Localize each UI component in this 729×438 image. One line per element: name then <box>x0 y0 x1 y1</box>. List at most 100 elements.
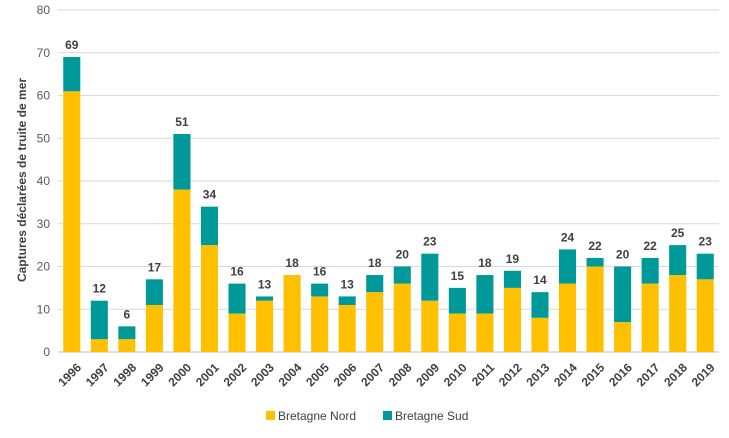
x-tick-label: 2015 <box>579 360 608 389</box>
bar-segment-bretagne-sud <box>503 270 521 288</box>
x-tick-label: 1996 <box>55 360 84 389</box>
bar-segment-bretagne-sud <box>614 266 632 323</box>
x-tick-label: 2005 <box>303 360 332 389</box>
bar-segment-bretagne-sud <box>641 257 659 284</box>
bar-segment-bretagne-nord <box>338 304 356 352</box>
legend-label-bretagne-sud: Bretagne Sud <box>395 409 468 423</box>
x-tick-label: 2017 <box>634 360 663 389</box>
bar-segment-bretagne-sud <box>531 292 549 318</box>
bar-total-label: 20 <box>396 248 410 262</box>
bar-segment-bretagne-sud <box>558 249 577 284</box>
x-tick-label: 2004 <box>276 360 305 389</box>
x-tick-label: 1997 <box>83 360 112 389</box>
bar-total-label: 15 <box>451 269 465 283</box>
bar-total-label: 51 <box>175 115 189 129</box>
x-tick-label: 2012 <box>496 360 525 389</box>
bar-segment-bretagne-nord <box>503 287 521 352</box>
x-tick-label: 2008 <box>386 360 415 389</box>
bar-segment-bretagne-nord <box>558 283 577 352</box>
bar-segment-bretagne-sud <box>118 326 136 340</box>
x-tick-label: 2014 <box>551 360 580 389</box>
bar-total-label: 22 <box>588 239 602 253</box>
bar-segment-bretagne-sud <box>228 283 246 314</box>
bar-total-label: 25 <box>671 226 685 240</box>
bar-segment-bretagne-sud <box>669 245 687 276</box>
bar-segment-bretagne-sud <box>393 266 411 284</box>
x-tick-label: 2016 <box>606 360 635 389</box>
bar-total-label: 12 <box>93 282 107 296</box>
bar-segment-bretagne-sud <box>366 275 384 293</box>
legend: Bretagne Nord Bretagne Sud <box>266 409 468 423</box>
bar-segment-bretagne-nord <box>366 292 384 352</box>
y-tick-label: 40 <box>37 174 51 188</box>
x-tick-label: 2019 <box>689 360 718 389</box>
legend-swatch-bretagne-nord <box>266 411 275 420</box>
bar-segment-bretagne-nord <box>421 300 439 352</box>
bar-segment-bretagne-sud <box>311 283 329 297</box>
bar-total-label: 13 <box>258 277 272 291</box>
bar-segment-bretagne-nord <box>531 317 549 352</box>
bar-total-label: 19 <box>506 252 520 266</box>
x-axis-ticks: 1996199719981999200020012002200320042005… <box>55 360 717 389</box>
bar-segment-bretagne-nord <box>669 275 687 352</box>
bar-total-label: 24 <box>561 230 575 244</box>
bar-segment-bretagne-sud <box>421 253 439 301</box>
x-tick-label: 2002 <box>221 360 250 389</box>
bar-segment-bretagne-nord <box>256 300 274 352</box>
y-tick-label: 0 <box>43 345 50 359</box>
bar-segment-bretagne-nord <box>173 189 191 352</box>
x-tick-label: 2007 <box>358 360 387 389</box>
bar-segment-bretagne-nord <box>90 339 108 352</box>
bar-segment-bretagne-sud <box>63 57 81 92</box>
bar-segment-bretagne-sud <box>145 279 163 305</box>
bar-segment-bretagne-sud <box>476 275 494 314</box>
x-tick-label: 2006 <box>331 360 360 389</box>
bar-total-label: 18 <box>478 256 492 270</box>
y-tick-label: 80 <box>37 3 51 17</box>
x-tick-label: 2010 <box>441 360 470 389</box>
bar-segment-bretagne-nord <box>118 339 136 352</box>
bar-total-label: 16 <box>230 265 244 279</box>
bar-segment-bretagne-sud <box>586 257 604 267</box>
bar-total-label: 23 <box>423 235 437 249</box>
bar-total-label: 34 <box>203 188 217 202</box>
bar-segment-bretagne-nord <box>393 283 411 352</box>
bar-segment-bretagne-sud <box>256 296 274 301</box>
bar-segment-bretagne-nord <box>476 313 494 352</box>
bar-total-label: 20 <box>616 248 630 262</box>
bar-segment-bretagne-sud <box>90 300 108 340</box>
bar-segment-bretagne-nord <box>145 304 163 352</box>
bar-total-label: 23 <box>699 235 713 249</box>
bar-segment-bretagne-nord <box>283 275 301 352</box>
x-tick-label: 1998 <box>110 360 139 389</box>
bar-segment-bretagne-nord <box>448 313 466 352</box>
x-tick-label: 2013 <box>524 360 553 389</box>
x-tick-label: 2009 <box>413 360 442 389</box>
bar-segment-bretagne-nord <box>696 279 714 352</box>
bar-segment-bretagne-nord <box>586 266 604 352</box>
bar-segment-bretagne-sud <box>338 296 356 305</box>
x-tick-label: 2003 <box>248 360 277 389</box>
bar-total-label: 16 <box>313 265 327 279</box>
bar-total-label: 17 <box>148 260 162 274</box>
y-tick-label: 20 <box>37 260 51 274</box>
legend-label-bretagne-nord: Bretagne Nord <box>278 409 356 423</box>
bar-segment-bretagne-sud <box>696 253 714 280</box>
bar-total-label: 13 <box>341 277 355 291</box>
bar-segment-bretagne-nord <box>63 91 81 352</box>
bar-total-label: 18 <box>285 256 299 270</box>
x-tick-label: 1999 <box>138 360 167 389</box>
bar-segment-bretagne-sud <box>448 287 466 314</box>
y-tick-label: 70 <box>37 46 51 60</box>
y-tick-label: 60 <box>37 89 51 103</box>
bar-total-label: 22 <box>643 239 657 253</box>
bar-total-label: 18 <box>368 256 382 270</box>
x-tick-label: 2000 <box>165 360 194 389</box>
bars <box>63 57 714 352</box>
bar-total-label: 14 <box>533 273 547 287</box>
y-tick-label: 50 <box>37 131 51 145</box>
legend-swatch-bretagne-sud <box>383 411 392 420</box>
total-labels: 69 12 6 17 51 34 16 13 18 16 13 18 20 23 15 18 19 14 24 22 2… <box>65 38 712 321</box>
